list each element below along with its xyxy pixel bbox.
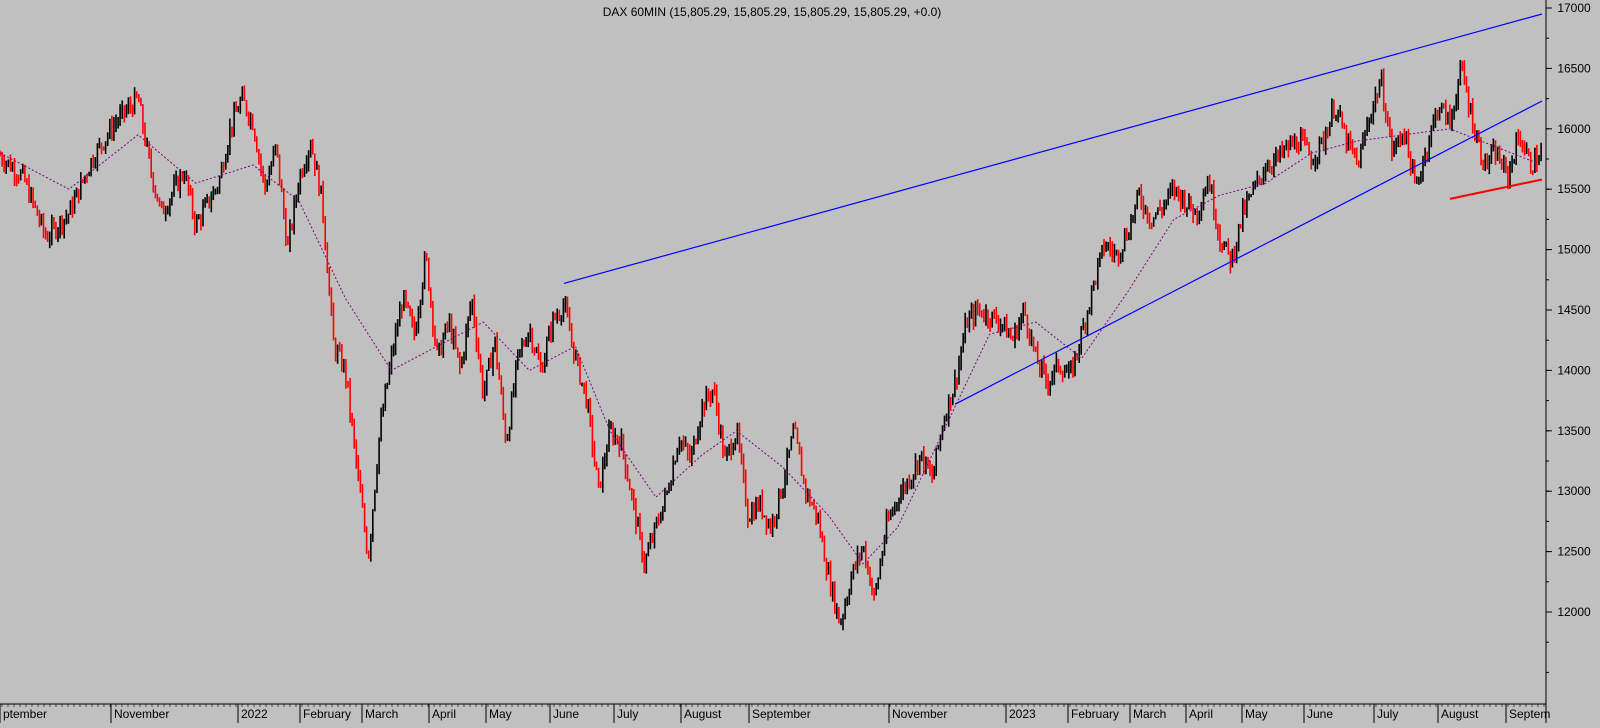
y-tick-label: 15000	[1557, 243, 1591, 257]
trendline-1	[563, 13, 1543, 284]
x-tick-label: May	[1245, 707, 1268, 721]
x-tick-label: June	[1307, 707, 1333, 721]
x-tick-label: May	[489, 707, 512, 721]
y-tick-label: 12000	[1557, 605, 1591, 619]
moving-average-series	[0, 128, 1543, 565]
trendline-group	[563, 13, 1543, 405]
trendline-2	[954, 100, 1543, 405]
y-tick-label: 13000	[1557, 484, 1591, 498]
y-axis: 12000 12500 13000 13500 14000 14500 15000 15500…	[1545, 0, 1591, 723]
x-tick-label: July	[1377, 707, 1398, 721]
x-tick-label: July	[617, 707, 638, 721]
y-tick-label: 17000	[1557, 1, 1591, 15]
y-tick-label: 13500	[1557, 424, 1591, 438]
x-tick-label: November	[892, 707, 947, 721]
x-tick-label: August	[684, 707, 722, 721]
moving-average-line	[0, 128, 1543, 565]
x-tick-label: September	[752, 707, 811, 721]
x-tick-label: April	[432, 707, 456, 721]
x-tick-label: March	[365, 707, 398, 721]
x-tick-label: 2023	[1009, 707, 1036, 721]
chart-title: DAX 60MIN (15,805.29, 15,805.29, 15,805.…	[603, 5, 942, 19]
x-tick-label: March	[1133, 707, 1166, 721]
x-tick-label: 2022	[241, 707, 268, 721]
y-tick-label: 12500	[1557, 545, 1591, 559]
y-tick-label: 16500	[1557, 61, 1591, 75]
x-tick-label: April	[1189, 707, 1213, 721]
x-tick-label: June	[553, 707, 579, 721]
y-tick-label: 14000	[1557, 363, 1591, 377]
x-tick-label: Septem	[1509, 707, 1550, 721]
x-tick-label: February	[303, 707, 351, 721]
x-tick-label: August	[1441, 707, 1479, 721]
x-axis: ptember November 2022 February March April May…	[0, 703, 1550, 723]
y-tick-label: 16000	[1557, 122, 1591, 136]
y-tick-label: 15500	[1557, 182, 1591, 196]
x-tick-label: November	[114, 707, 169, 721]
trendline-3	[1449, 178, 1543, 200]
y-tick-label: 14500	[1557, 303, 1591, 317]
candle-series	[0, 60, 1542, 631]
x-tick-label: ptember	[3, 707, 47, 721]
x-tick-label: February	[1071, 707, 1119, 721]
